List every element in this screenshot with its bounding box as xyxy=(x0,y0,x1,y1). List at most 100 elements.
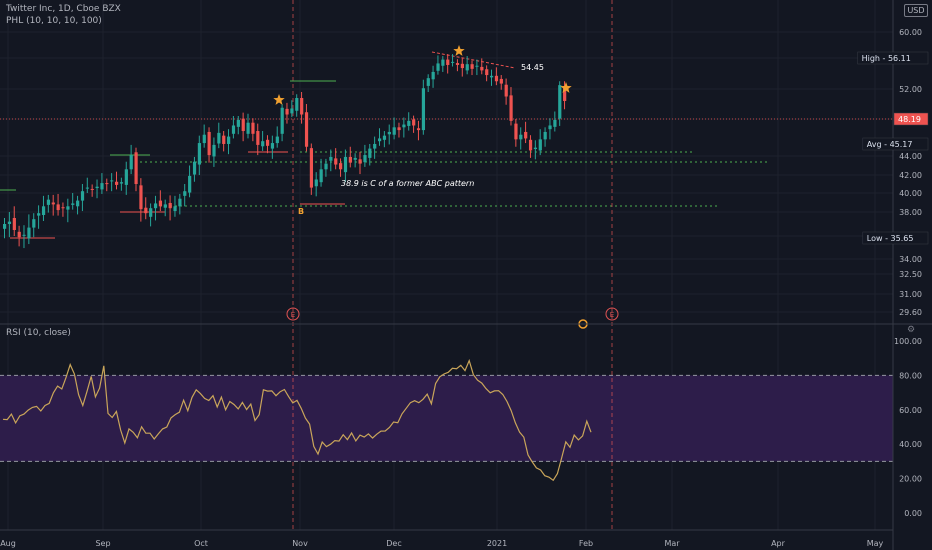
y-tick-label: 60.00 xyxy=(899,28,922,37)
candle-body xyxy=(153,203,158,209)
candle-body xyxy=(246,122,250,134)
candle-body xyxy=(71,203,75,205)
candle xyxy=(227,129,231,155)
candle-body xyxy=(509,95,513,121)
candle xyxy=(144,197,148,220)
candle-body xyxy=(56,204,60,211)
candle xyxy=(519,127,523,150)
candle-body xyxy=(421,88,426,131)
candle xyxy=(32,213,36,238)
candle-body xyxy=(17,231,21,238)
candle-body xyxy=(314,179,318,187)
currency-button[interactable]: USD xyxy=(904,4,928,17)
candle-body xyxy=(100,183,104,190)
rsi-tick-label: 0.00 xyxy=(904,509,922,518)
candle-body xyxy=(168,202,172,209)
candle xyxy=(168,195,172,221)
candle xyxy=(37,205,41,229)
candle-body xyxy=(470,64,474,69)
pane-settings-icon[interactable]: ⚙ xyxy=(907,325,916,335)
candle-body xyxy=(90,188,94,190)
candle xyxy=(236,116,240,135)
candle xyxy=(124,161,128,195)
rsi-tick-label: 40.00 xyxy=(899,440,922,449)
candle xyxy=(363,144,367,167)
candle-body xyxy=(558,85,562,119)
candle-body xyxy=(144,207,148,214)
candle xyxy=(412,115,416,133)
candle-body xyxy=(475,65,479,67)
x-tick-label: Aug xyxy=(0,539,16,548)
candle xyxy=(528,135,533,158)
candle-body xyxy=(105,183,109,185)
candle-body xyxy=(212,144,216,157)
candle xyxy=(183,184,187,207)
candle-body xyxy=(80,191,85,201)
candle-body xyxy=(256,131,260,145)
candle xyxy=(100,173,104,194)
candle-body xyxy=(119,182,124,184)
candle xyxy=(470,60,474,76)
candle xyxy=(212,137,216,167)
candle-body xyxy=(41,206,46,215)
x-tick-label: Apr xyxy=(771,539,786,548)
rsi-band xyxy=(0,375,893,462)
candle xyxy=(270,135,275,159)
price-badge-bg xyxy=(862,137,929,151)
candle xyxy=(207,127,211,163)
candle xyxy=(222,131,226,152)
candle xyxy=(334,148,338,170)
candle-body xyxy=(329,156,333,161)
candle xyxy=(90,184,94,197)
candle-body xyxy=(485,69,489,76)
candle-body xyxy=(261,141,265,147)
x-tick-label: May xyxy=(867,539,884,548)
candle-body xyxy=(446,59,450,65)
y-tick-label: 44.00 xyxy=(899,152,922,161)
candle-body xyxy=(207,131,211,156)
candle xyxy=(56,193,60,216)
earnings-marker xyxy=(605,307,619,321)
candle-body xyxy=(339,163,343,170)
candle xyxy=(95,179,99,199)
candle-body xyxy=(304,112,309,147)
price-annotation: 54.45 xyxy=(521,63,544,72)
candle-body xyxy=(358,159,362,164)
candle xyxy=(115,171,119,190)
candle xyxy=(343,149,348,183)
candle-body xyxy=(499,78,503,84)
candle-body xyxy=(348,156,352,163)
candle xyxy=(51,194,55,216)
candle xyxy=(387,124,391,145)
candle xyxy=(134,147,138,192)
candle-body xyxy=(149,208,153,217)
candle-body xyxy=(382,135,387,140)
candle xyxy=(241,112,245,142)
candle xyxy=(304,104,309,152)
candle xyxy=(465,56,469,75)
candle-body xyxy=(129,155,133,170)
candle xyxy=(353,153,357,168)
candle xyxy=(85,177,89,193)
candle xyxy=(105,178,109,192)
candle-body xyxy=(309,148,314,188)
candle-body xyxy=(363,155,367,163)
candle-body xyxy=(436,63,440,71)
candle xyxy=(309,143,314,195)
candle-body xyxy=(46,199,51,205)
candle-body xyxy=(51,202,55,205)
candle xyxy=(197,135,201,175)
candle xyxy=(402,117,406,138)
candle xyxy=(543,127,547,147)
candle-body xyxy=(158,200,163,207)
candle-body xyxy=(377,138,382,142)
candle xyxy=(494,67,499,86)
candle xyxy=(119,177,124,191)
candle xyxy=(480,58,484,75)
candle-body xyxy=(178,198,182,207)
candle xyxy=(178,193,182,215)
candle-body xyxy=(85,187,89,189)
candle xyxy=(436,55,440,75)
candle xyxy=(66,198,70,223)
